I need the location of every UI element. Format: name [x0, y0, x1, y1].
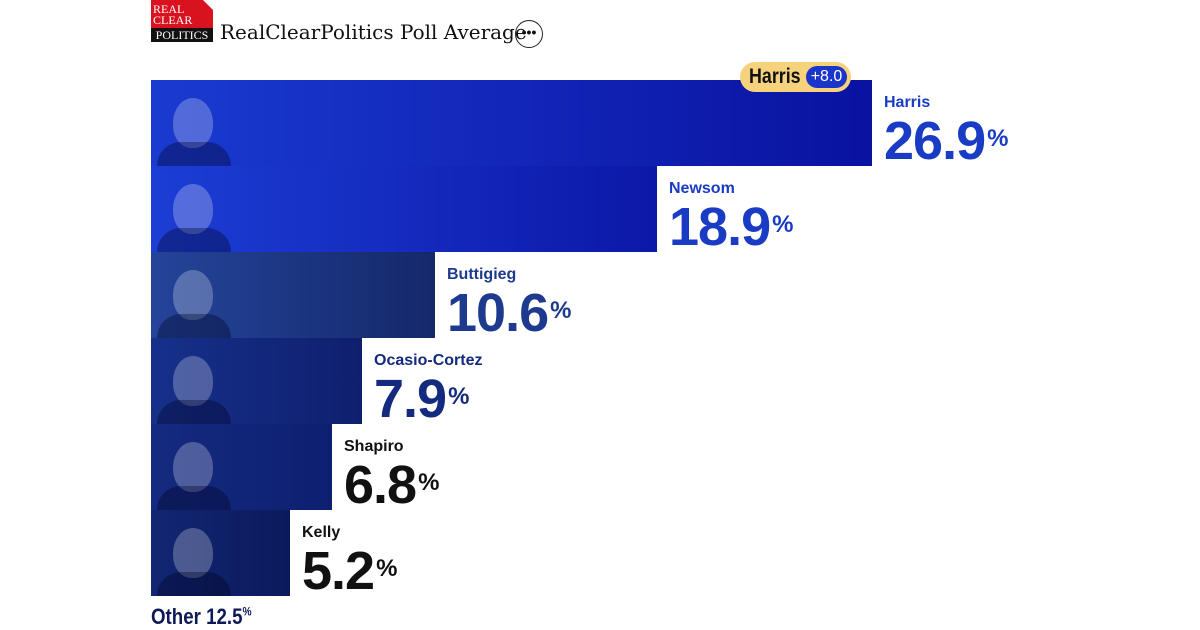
- label-shapiro: Shapiro 6.8%: [344, 438, 439, 515]
- logo-line2: CLEAR: [153, 13, 193, 27]
- leader-margin: +8.0: [805, 66, 848, 88]
- bar-shapiro: [151, 424, 332, 510]
- bar-ocasio-cortez: [151, 338, 362, 424]
- page-title: RealClearPolitics Poll Average: [220, 20, 527, 44]
- label-ocasio-cortez: Ocasio-Cortez 7.9%: [374, 352, 483, 429]
- more-options-button[interactable]: •••: [515, 20, 543, 48]
- leader-badge: Harris +8.0: [740, 62, 852, 92]
- logo-line1: REAL: [153, 2, 185, 16]
- label-harris: Harris 26.9%: [884, 94, 1008, 171]
- leader-name: Harris: [749, 65, 801, 88]
- candidate-photo: [151, 262, 237, 338]
- other-total: Other 12.5%: [151, 604, 252, 629]
- label-kelly: Kelly 5.2%: [302, 524, 397, 601]
- bar-newsom: [151, 166, 657, 252]
- bar-buttigieg: [151, 252, 435, 338]
- label-newsom: Newsom 18.9%: [669, 180, 793, 257]
- candidate-photo: [151, 434, 237, 510]
- rcp-logo[interactable]: REAL CLEAR POLITICS: [151, 0, 213, 42]
- candidate-photo: [151, 348, 237, 424]
- bar-harris: [151, 80, 872, 166]
- bar-kelly: [151, 510, 290, 596]
- logo-line3: POLITICS: [151, 28, 213, 42]
- candidate-photo: [151, 90, 237, 166]
- candidate-photo: [151, 520, 237, 596]
- logo-fold: [203, 0, 213, 10]
- candidate-photo: [151, 176, 237, 252]
- label-buttigieg: Buttigieg 10.6%: [447, 266, 571, 343]
- ellipsis-icon: •••: [521, 24, 537, 40]
